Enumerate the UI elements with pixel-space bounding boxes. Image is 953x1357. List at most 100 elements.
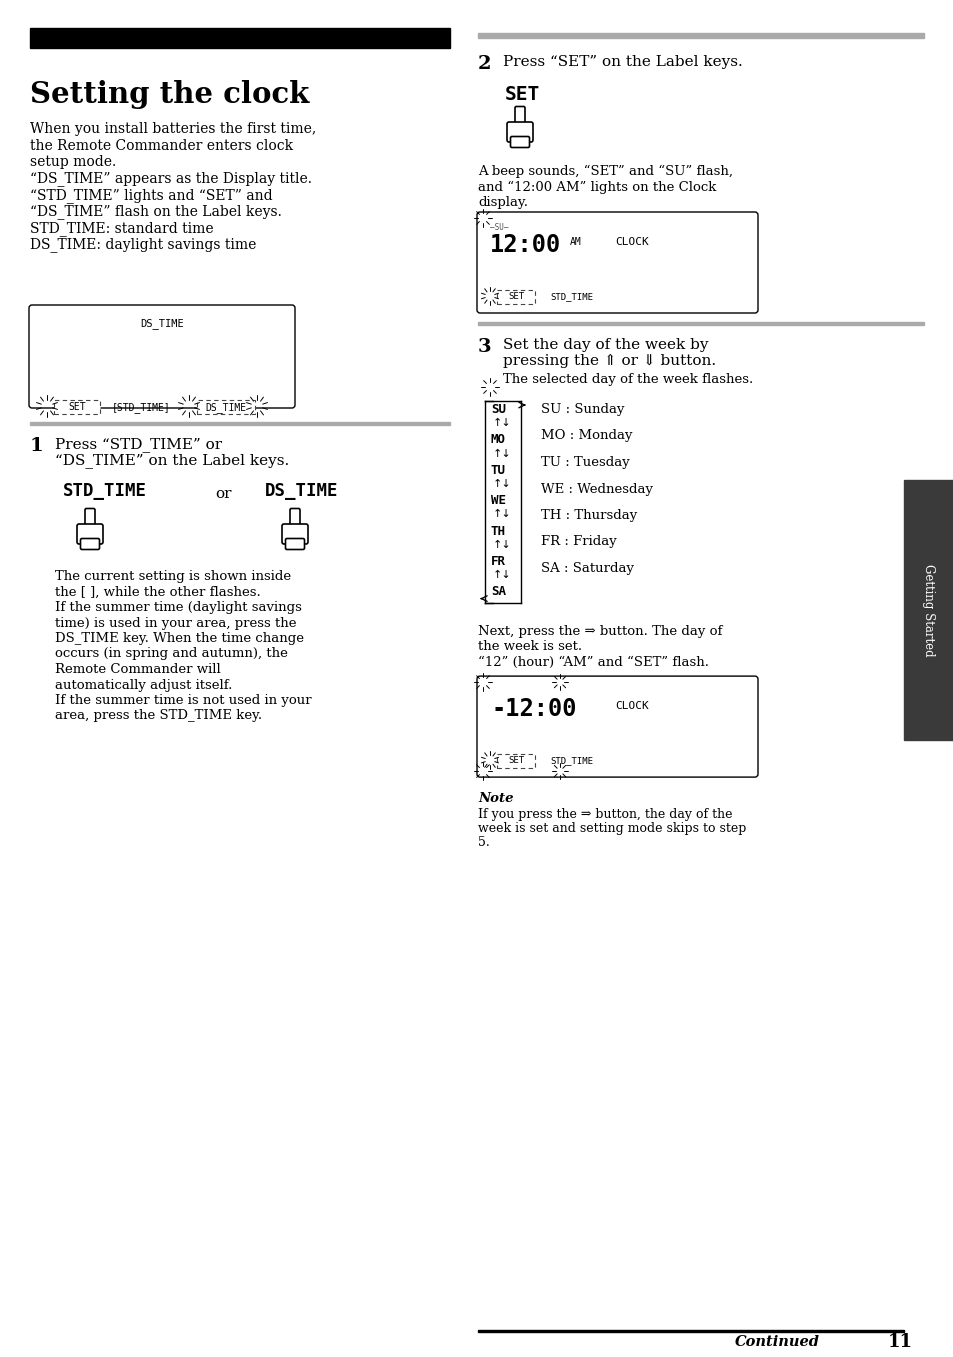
FancyBboxPatch shape <box>476 676 758 778</box>
Text: STD_TIME: standard time: STD_TIME: standard time <box>30 221 213 236</box>
Bar <box>497 290 535 304</box>
Bar <box>477 322 923 324</box>
Text: WE : Wednesday: WE : Wednesday <box>540 483 652 495</box>
Text: If the summer time is not used in your: If the summer time is not used in your <box>55 693 312 707</box>
FancyBboxPatch shape <box>85 509 95 529</box>
Text: SA: SA <box>491 585 505 598</box>
Text: area, press the STD_TIME key.: area, press the STD_TIME key. <box>55 710 262 722</box>
Text: [STD_TIME]: [STD_TIME] <box>112 402 171 413</box>
Text: DS_TIME: DS_TIME <box>205 402 246 413</box>
Text: ↑↓: ↑↓ <box>493 418 511 429</box>
FancyBboxPatch shape <box>506 122 533 142</box>
Text: occurs (in spring and autumn), the: occurs (in spring and autumn), the <box>55 647 288 661</box>
Text: pressing the ⇑ or ⇓ button.: pressing the ⇑ or ⇓ button. <box>502 354 716 368</box>
Text: If the summer time (daylight savings: If the summer time (daylight savings <box>55 601 301 613</box>
Text: week is set and setting mode skips to step: week is set and setting mode skips to st… <box>477 822 745 835</box>
Text: Note: Note <box>477 792 513 805</box>
Text: WE: WE <box>491 494 505 508</box>
FancyBboxPatch shape <box>510 137 529 148</box>
Text: ↑↓: ↑↓ <box>493 540 511 550</box>
Text: SU : Sunday: SU : Sunday <box>540 403 624 417</box>
Text: SET: SET <box>507 292 523 301</box>
Text: the week is set.: the week is set. <box>477 641 581 653</box>
Text: ↑↓: ↑↓ <box>493 509 511 520</box>
Bar <box>54 400 100 414</box>
Bar <box>477 1330 903 1333</box>
Text: Getting Started: Getting Started <box>922 563 935 657</box>
FancyBboxPatch shape <box>282 524 308 544</box>
Text: When you install batteries the first time,: When you install batteries the first tim… <box>30 122 315 136</box>
Text: Press “STD_TIME” or: Press “STD_TIME” or <box>55 437 222 452</box>
Text: SET: SET <box>68 402 86 413</box>
Text: or: or <box>214 487 232 501</box>
Bar <box>30 422 450 425</box>
Text: 11: 11 <box>886 1333 911 1352</box>
Bar <box>30 28 450 47</box>
FancyBboxPatch shape <box>476 212 758 313</box>
Text: 5.: 5. <box>477 836 489 849</box>
Text: A beep sounds, “SET” and “SU” flash,: A beep sounds, “SET” and “SU” flash, <box>477 166 732 178</box>
Text: SU: SU <box>491 403 505 417</box>
FancyBboxPatch shape <box>515 106 524 128</box>
Text: time) is used in your area, press the: time) is used in your area, press the <box>55 616 296 630</box>
Bar <box>903 480 953 740</box>
Text: TU : Tuesday: TU : Tuesday <box>540 456 629 470</box>
FancyBboxPatch shape <box>285 539 304 550</box>
Text: Setting the clock: Setting the clock <box>30 80 309 109</box>
FancyBboxPatch shape <box>80 539 99 550</box>
Text: The selected day of the week flashes.: The selected day of the week flashes. <box>502 373 753 385</box>
Bar <box>196 400 254 414</box>
Text: ―SU―: ―SU― <box>490 223 508 232</box>
Text: 12:00: 12:00 <box>490 233 560 256</box>
FancyBboxPatch shape <box>29 305 294 408</box>
Text: Next, press the ⇒ button. The day of: Next, press the ⇒ button. The day of <box>477 624 721 638</box>
Text: Continued: Continued <box>734 1335 820 1349</box>
Text: CLOCK: CLOCK <box>615 237 648 247</box>
Text: Remote Commander will: Remote Commander will <box>55 664 220 676</box>
Text: SET: SET <box>507 756 523 765</box>
Text: AM: AM <box>569 237 581 247</box>
Text: The current setting is shown inside: The current setting is shown inside <box>55 570 291 584</box>
Text: FR : Friday: FR : Friday <box>540 536 616 548</box>
Text: 1: 1 <box>30 437 44 455</box>
Text: STD_TIME: STD_TIME <box>550 292 593 301</box>
Text: TH: TH <box>491 525 505 537</box>
Text: Set the day of the week by: Set the day of the week by <box>502 338 708 351</box>
Text: MO: MO <box>491 433 505 446</box>
Text: display.: display. <box>477 195 527 209</box>
Text: “DS_TIME” on the Label keys.: “DS_TIME” on the Label keys. <box>55 453 289 468</box>
Text: TH : Thursday: TH : Thursday <box>540 509 637 522</box>
Text: MO : Monday: MO : Monday <box>540 430 632 442</box>
Text: “STD_TIME” lights and “SET” and: “STD_TIME” lights and “SET” and <box>30 189 273 204</box>
Text: automatically adjust itself.: automatically adjust itself. <box>55 678 233 692</box>
Text: the Remote Commander enters clock: the Remote Commander enters clock <box>30 138 293 152</box>
Bar <box>497 754 535 768</box>
Text: CLOCK: CLOCK <box>615 702 648 711</box>
Text: STD_TIME: STD_TIME <box>63 482 147 499</box>
Text: DS_TIME: DS_TIME <box>140 318 184 328</box>
Text: the [ ], while the other flashes.: the [ ], while the other flashes. <box>55 585 260 598</box>
Text: 2: 2 <box>477 56 491 73</box>
Text: “DS_TIME” flash on the Label keys.: “DS_TIME” flash on the Label keys. <box>30 205 281 220</box>
Text: ↑↓: ↑↓ <box>493 479 511 489</box>
Text: DS_TIME: DS_TIME <box>265 482 338 499</box>
Bar <box>477 33 923 38</box>
FancyBboxPatch shape <box>290 509 299 529</box>
Text: setup mode.: setup mode. <box>30 155 116 170</box>
Text: -12:00: -12:00 <box>492 697 577 721</box>
Text: 3: 3 <box>477 338 491 356</box>
Text: If you press the ⇒ button, the day of the: If you press the ⇒ button, the day of th… <box>477 809 732 821</box>
Text: DS_TIME: daylight savings time: DS_TIME: daylight savings time <box>30 237 256 252</box>
Text: “DS_TIME” appears as the Display title.: “DS_TIME” appears as the Display title. <box>30 171 312 186</box>
Text: ↑↓: ↑↓ <box>493 570 511 581</box>
Text: DS_TIME key. When the time change: DS_TIME key. When the time change <box>55 632 304 645</box>
FancyBboxPatch shape <box>77 524 103 544</box>
Text: TU: TU <box>491 464 505 476</box>
Text: ↑↓: ↑↓ <box>493 449 511 459</box>
Text: SA : Saturday: SA : Saturday <box>540 562 634 575</box>
Text: and “12:00 AM” lights on the Clock: and “12:00 AM” lights on the Clock <box>477 180 716 194</box>
Text: STD_TIME: STD_TIME <box>550 756 593 765</box>
Text: “12” (hour) “AM” and “SET” flash.: “12” (hour) “AM” and “SET” flash. <box>477 655 708 669</box>
Text: SET: SET <box>504 85 539 104</box>
Text: FR: FR <box>491 555 505 569</box>
